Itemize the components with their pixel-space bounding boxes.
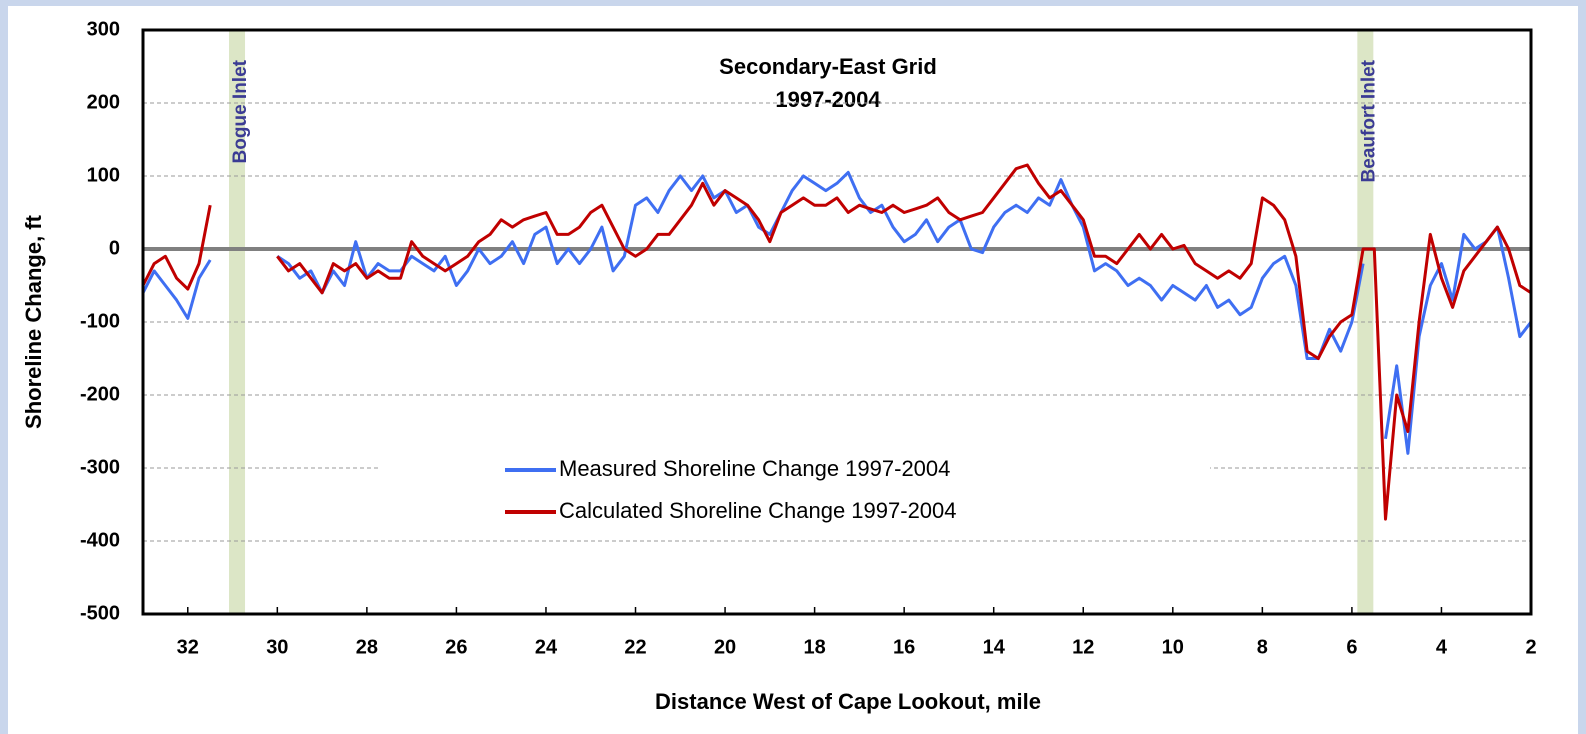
chart-title: Secondary-East Grid (719, 54, 937, 79)
series-line (141, 170, 1533, 455)
series-line (141, 163, 1532, 521)
inlet-label: Bogue Inlet (230, 59, 251, 163)
x-tick-label: 24 (535, 636, 558, 658)
y-tick-label: -100 (80, 310, 120, 332)
y-tick-label: -300 (80, 456, 120, 478)
y-axis-label: Shoreline Change, ft (21, 214, 46, 429)
inlet-label: Beaufort Inlet (1358, 59, 1379, 182)
legend-background (380, 448, 1210, 538)
x-tick-label: 16 (893, 636, 915, 658)
x-tick-label: 10 (1162, 636, 1184, 658)
x-tick-label: 18 (803, 636, 825, 658)
x-tick-label: 20 (714, 636, 736, 658)
x-tick-label: 8 (1257, 636, 1268, 658)
x-tick-label: 4 (1436, 636, 1448, 658)
plot-border (141, 28, 1533, 616)
y-tick-label: 100 (87, 164, 120, 186)
legend-label: Measured Shoreline Change 1997-2004 (559, 456, 950, 481)
y-tick-label: 0 (109, 237, 120, 259)
x-tick-label: 6 (1346, 636, 1357, 658)
x-tick-label: 30 (266, 636, 288, 658)
x-tick-label: 32 (177, 636, 199, 658)
y-tick-label: -200 (80, 383, 120, 405)
y-tick-label: 300 (87, 18, 120, 40)
x-tick-label: 14 (983, 636, 1006, 658)
x-tick-label: 22 (624, 636, 646, 658)
x-tick-label: 26 (445, 636, 467, 658)
x-tick-label: 2 (1525, 636, 1536, 658)
y-tick-label: -500 (80, 602, 120, 624)
chart-subtitle: 1997-2004 (775, 87, 881, 112)
y-tick-label: -400 (80, 529, 120, 551)
y-tick-label: 200 (87, 91, 120, 113)
legend-label: Calculated Shoreline Change 1997-2004 (559, 498, 957, 523)
x-tick-label: 12 (1072, 636, 1094, 658)
x-axis-label: Distance West of Cape Lookout, mile (655, 689, 1041, 714)
x-tick-label: 28 (356, 636, 378, 658)
